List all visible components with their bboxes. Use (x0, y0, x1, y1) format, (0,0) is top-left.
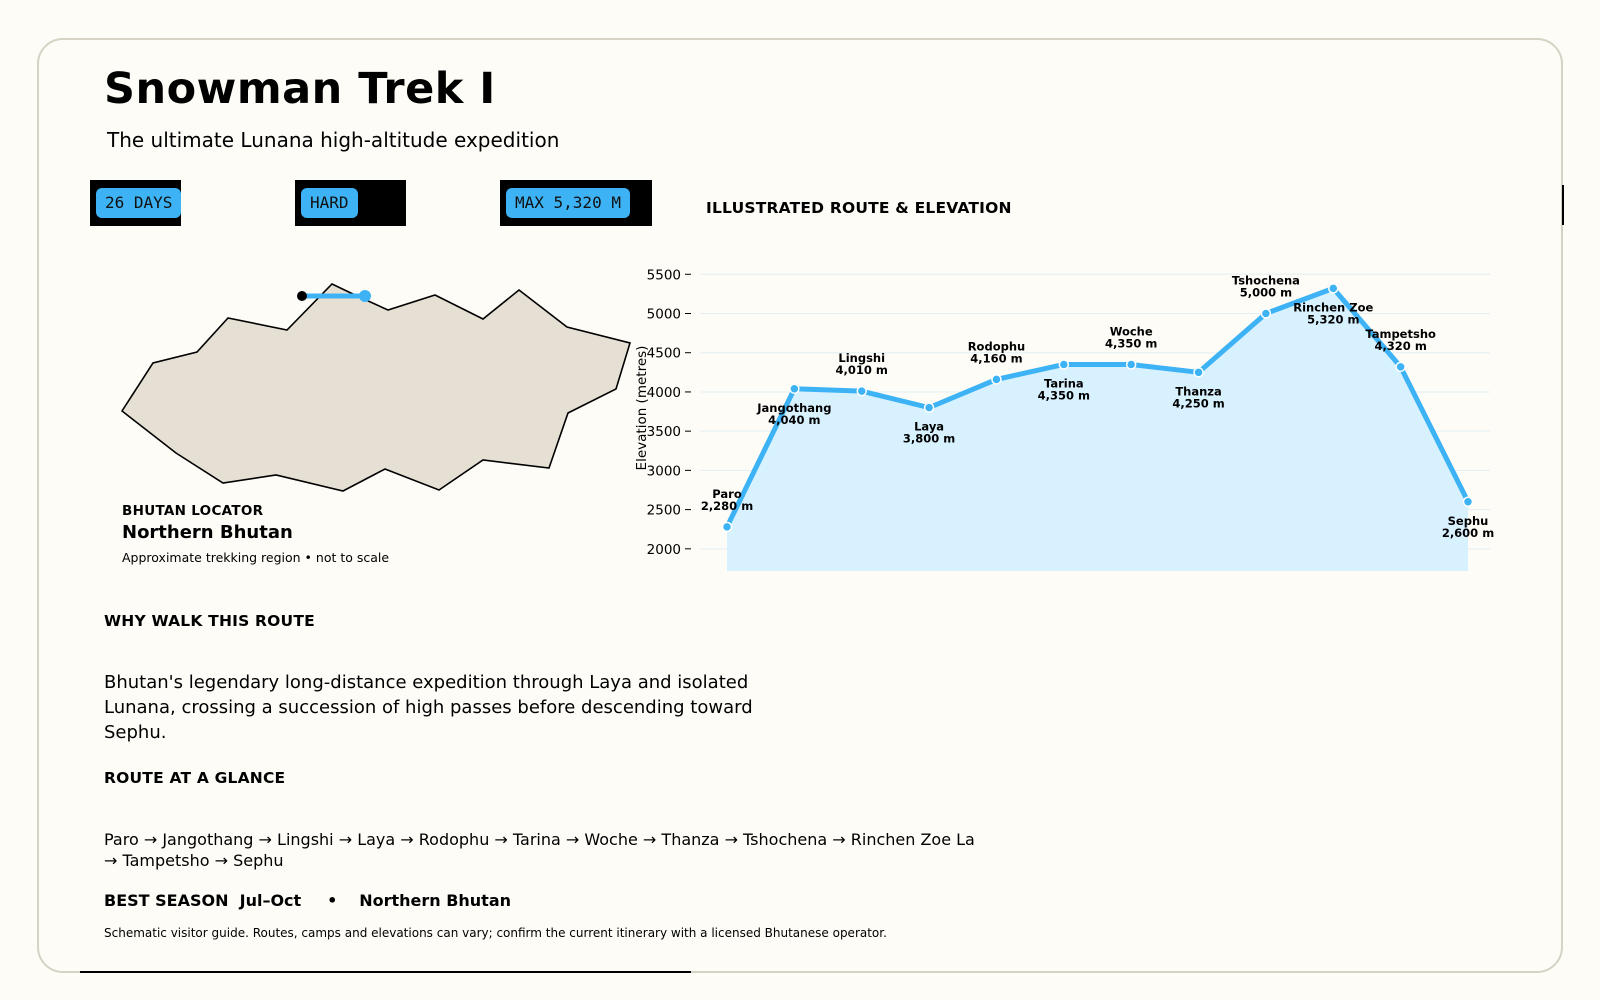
point-value-label: 4,010 m (836, 363, 888, 377)
season-separator: • (327, 891, 338, 910)
point-name-label: Lingshi (838, 351, 885, 365)
disclaimer: Schematic visitor guide. Routes, camps a… (104, 926, 887, 940)
point-value-label: 4,350 m (1105, 336, 1157, 350)
elevation-point (923, 402, 935, 413)
point-name-label: Jangothang (756, 401, 831, 415)
point-name-label: Tampetsho (1365, 327, 1436, 341)
point-value-label: 5,000 m (1240, 285, 1292, 299)
why-body: Bhutan's legendary long-distance expedit… (104, 672, 753, 743)
locator-region: Northern Bhutan (122, 522, 293, 543)
point-name-label: Laya (914, 420, 944, 434)
y-tick-label-2000: 2000 (647, 542, 681, 558)
y-tick-label-5000: 5000 (647, 306, 681, 322)
elevation-point (789, 383, 800, 395)
badge-max-elevation-label: MAX 5,320 M (506, 188, 630, 218)
locator-note: Approximate trekking region • not to sca… (122, 550, 390, 565)
point-value-label: 3,800 m (903, 432, 955, 446)
badge-difficulty: HARD (295, 180, 406, 226)
season-value: Jul–Oct (239, 891, 302, 910)
elevation-point (856, 385, 867, 397)
point-value-label: 5,320 m (1307, 312, 1359, 326)
point-name-label: Woche (1110, 324, 1153, 338)
point-value-label: 4,160 m (970, 351, 1022, 365)
point-name-label: Paro (712, 487, 742, 501)
elevation-point (1125, 359, 1137, 370)
y-tick-label-2500: 2500 (647, 503, 681, 519)
route-summary: Paro → Jangothang → Lingshi → Laya → Rod… (104, 830, 975, 870)
point-value-label: 4,350 m (1038, 388, 1090, 402)
elevation-point (1193, 367, 1204, 378)
point-value-label: 4,040 m (768, 413, 820, 427)
badge-max-elevation: MAX 5,320 M (500, 180, 652, 226)
point-name-label: Tarina (1044, 376, 1084, 390)
elevation-line (724, 285, 1471, 530)
elevation-point (1328, 283, 1339, 294)
route-start-marker (297, 291, 307, 301)
route-end-marker (359, 290, 371, 302)
y-tick-label-4500: 4500 (647, 346, 681, 362)
elevation-point (991, 374, 1002, 385)
elevation-point (1260, 308, 1272, 319)
y-axis: 2000 2500 3000 3500 4000 4500 5000 5500 (647, 267, 691, 558)
y-tick-label-3500: 3500 (647, 424, 681, 440)
season-region: Northern Bhutan (359, 891, 512, 910)
edge-marker (1562, 185, 1564, 225)
chart-section-heading: ILLUSTRATED ROUTE & ELEVATION (706, 199, 1012, 217)
point-value-label: 4,320 m (1374, 339, 1426, 353)
elevation-point (1058, 359, 1070, 370)
elevation-point (721, 521, 733, 533)
point-value-label: 4,250 m (1172, 396, 1224, 410)
bottom-rule (80, 971, 691, 973)
season-line: BEST SEASON Jul–Oct • Northern Bhutan (104, 891, 511, 910)
y-tick-label-4000: 4000 (647, 385, 681, 401)
point-name-label: Sephu (1448, 514, 1489, 528)
why-heading: WHY WALK THIS ROUTE (104, 612, 315, 630)
badge-days: 26 DAYS (90, 180, 182, 226)
elevation-chart: 2000 2500 3000 3500 4000 4500 5000 5500 Paro2,2… (634, 267, 1494, 571)
locator-kicker: BHUTAN LOCATOR (122, 503, 264, 519)
route-heading: ROUTE AT A GLANCE (104, 769, 286, 787)
page-subtitle: The ultimate Lunana high-altitude expedi… (107, 128, 560, 152)
page-title: Snowman Trek I (104, 64, 496, 114)
elevation-point (1462, 496, 1474, 508)
elevation-point (1395, 361, 1406, 373)
point-name-label: Thanza (1175, 384, 1221, 398)
point-name-label: Rodophu (968, 339, 1026, 353)
point-value-label: 2,280 m (701, 499, 753, 513)
bhutan-outline (120, 283, 632, 492)
point-name-label: Rinchen Zoe (1293, 300, 1373, 314)
season-label: BEST SEASON (104, 891, 229, 910)
point-name-label: Tshochena (1232, 273, 1300, 287)
elevation-points (721, 283, 1474, 533)
badge-days-label: 26 DAYS (96, 188, 182, 218)
y-tick-label-5500: 5500 (647, 267, 681, 283)
y-axis-label: Elevation (metres) (634, 346, 650, 471)
y-tick-label-3000: 3000 (647, 463, 681, 479)
elevation-area (727, 288, 1468, 571)
badge-difficulty-label: HARD (301, 188, 358, 218)
point-value-label: 2,600 m (1442, 526, 1494, 540)
bhutan-locator-map (120, 283, 632, 492)
